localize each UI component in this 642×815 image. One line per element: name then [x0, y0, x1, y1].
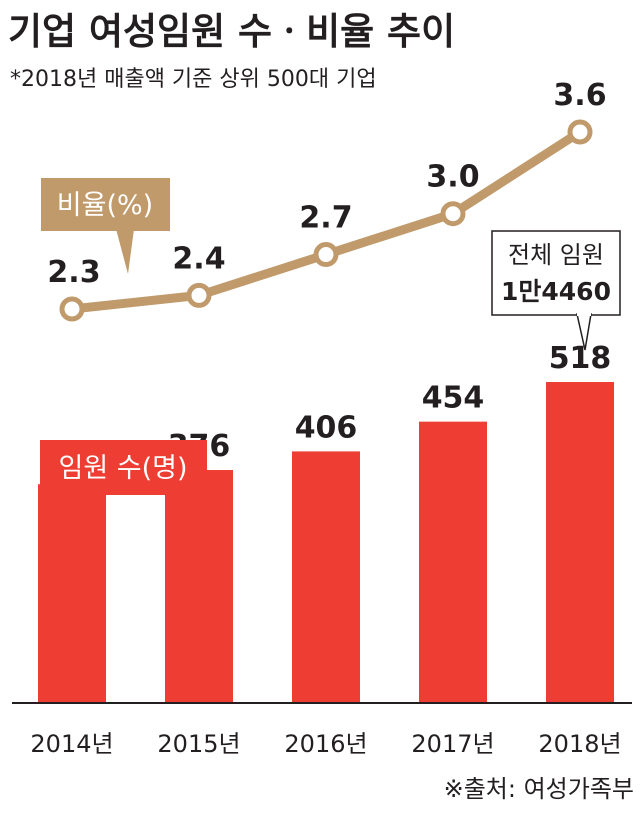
bar-2: [292, 451, 360, 703]
x-tick-label-1: 2015년: [157, 730, 240, 758]
ratio-value-label-2: 2.7: [299, 201, 352, 236]
ratio-line-layer: [59, 119, 593, 322]
total-executives-annotation: 전체 임원 1만4460: [491, 230, 621, 351]
bar-value-label-2: 406: [295, 410, 358, 445]
annotation-box: [491, 230, 621, 316]
x-tick-labels: 2014년 2015년 2016년 2017년 2018년: [30, 730, 621, 758]
ratio-point-3: [440, 201, 466, 227]
ratio-point-1: [186, 282, 212, 308]
chart-title: 기업 여성임원 수ㆍ비율 추이: [8, 10, 455, 53]
ratio-value-label-1: 2.4: [172, 241, 225, 276]
ratio-value-label-0: 2.3: [47, 255, 100, 290]
bar-1: [165, 469, 233, 703]
ratio-legend-box: [41, 178, 170, 231]
chart-subtitle: *2018년 매출액 기준 상위 500대 기업: [10, 67, 377, 92]
annotation-line2: 1만4460: [501, 277, 611, 306]
ratio-legend-label: 비율(%): [57, 190, 153, 221]
ratio-value-label-4: 3.6: [553, 78, 606, 113]
bar-value-label-4: 518: [549, 341, 612, 376]
ratio-point-0: [59, 296, 85, 322]
count-legend-pointer: [66, 493, 86, 537]
bar-4: [546, 382, 614, 703]
x-tick-label-3: 2017년: [411, 730, 494, 758]
ratio-legend-tag: 비율(%): [41, 178, 170, 274]
annotation-line1: 전체 임원: [508, 241, 604, 269]
x-tick-label-4: 2018년: [538, 730, 621, 758]
count-legend-label: 임원 수(명): [58, 453, 187, 484]
ratio-value-label-3: 3.0: [426, 160, 479, 195]
ratio-point-4: [567, 119, 593, 145]
x-tick-label-0: 2014년: [30, 730, 113, 758]
bar-3: [419, 421, 487, 703]
ratio-point-2: [313, 242, 339, 268]
source-note: ※출처: 여성가족부: [444, 775, 634, 803]
ratio-legend-pointer: [116, 229, 134, 274]
ratio-value-labels: 2.3 2.4 2.7 3.0 3.6: [47, 78, 606, 290]
count-legend-tag: 임원 수(명): [40, 440, 207, 537]
bar-value-label-3: 454: [422, 381, 485, 416]
bars-layer: [38, 382, 614, 703]
x-tick-label-2: 2016년: [284, 730, 367, 758]
count-legend-box: [40, 440, 207, 495]
